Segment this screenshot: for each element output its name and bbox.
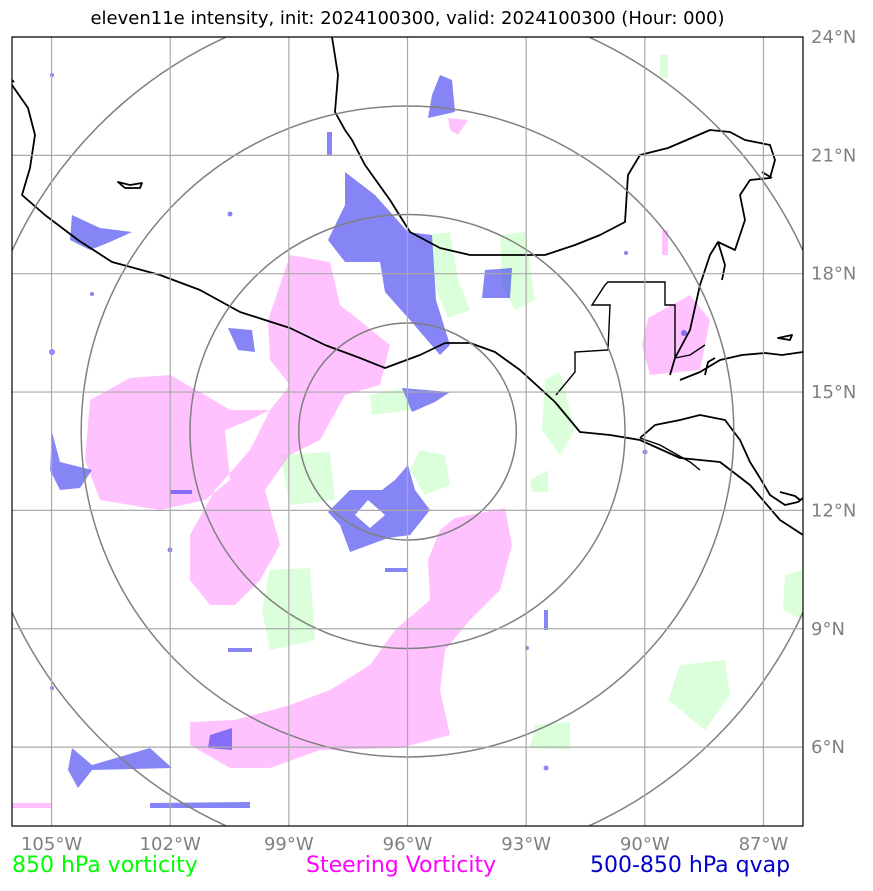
lon-tick-label: 90°W — [620, 834, 670, 855]
qvap-region — [624, 251, 628, 255]
vorticity-850-region — [410, 450, 450, 495]
lat-tick-label: 6°N — [811, 737, 845, 758]
island-small — [117, 181, 143, 189]
lat-tick-label: 12°N — [811, 500, 856, 521]
qvap-region — [327, 132, 332, 156]
vorticity-850-region — [542, 372, 575, 455]
qvap-region — [70, 215, 132, 250]
vorticity-850-layer — [262, 55, 803, 750]
border-guatemala-belize — [674, 344, 706, 359]
vorticity-850-region — [430, 232, 470, 318]
vorticity-850-region — [783, 570, 803, 620]
border-mexico-guatemala — [555, 281, 676, 396]
island-small — [777, 334, 793, 341]
coastline-nicaragua — [759, 477, 803, 506]
coastline-cuba — [679, 351, 803, 381]
qvap-region — [208, 728, 232, 750]
qvap-region — [402, 388, 450, 412]
qvap-region — [428, 75, 455, 118]
qvap-region — [228, 328, 255, 352]
vorticity-850-region — [280, 452, 335, 505]
coastline-gulf — [331, 37, 776, 376]
map-frame — [11, 36, 804, 827]
gridlines — [12, 36, 803, 826]
qvap-region — [227, 211, 233, 217]
vorticity-850-region — [668, 660, 730, 730]
longitude-labels: 105°W 102°W 99°W 96°W 93°W 90°W 87°W — [21, 834, 789, 855]
qvap-region — [482, 268, 512, 298]
qvap-region — [385, 568, 408, 572]
steering-vorticity-region — [190, 508, 512, 768]
coastlines — [12, 37, 803, 536]
steering-vorticity-region — [85, 255, 390, 605]
lon-tick-label: 99°W — [264, 834, 314, 855]
lon-tick-label: 93°W — [501, 834, 551, 855]
coastline-yucatan-east — [717, 241, 726, 281]
qvap-region — [328, 465, 430, 552]
legend-qvap: 500-850 hPa qvap — [590, 853, 791, 878]
vorticity-850-region — [370, 388, 412, 415]
lat-tick-label: 18°N — [811, 264, 856, 285]
steering-vorticity-region — [12, 803, 52, 808]
lat-tick-label: 15°N — [811, 382, 856, 403]
qvap-region — [68, 748, 172, 788]
legend-vorticity-850: 850 hPa vorticity — [12, 853, 198, 878]
lon-tick-label: 105°W — [21, 834, 82, 855]
vorticity-850-region — [660, 55, 668, 78]
coastline-honduras — [639, 414, 761, 479]
qvap-region — [228, 648, 252, 652]
lat-tick-label: 24°N — [811, 27, 856, 48]
steering-vorticity-region — [642, 295, 710, 375]
steering-vorticity-region — [662, 230, 668, 255]
qvap-region — [150, 802, 250, 808]
qvap-region — [328, 172, 450, 355]
qvap-region — [90, 292, 94, 296]
lon-tick-label: 102°W — [140, 834, 201, 855]
qvap-region — [544, 610, 548, 630]
qvap-layer — [49, 73, 687, 808]
qvap-region — [50, 432, 92, 490]
qvap-region — [543, 765, 549, 771]
steering-vorticity-region — [448, 118, 468, 135]
lat-tick-label: 21°N — [811, 145, 856, 166]
coastline-mexico-pacific — [12, 84, 803, 536]
vorticity-850-region — [530, 722, 570, 750]
borders — [555, 281, 706, 471]
vorticity-850-region — [530, 470, 548, 492]
border-central-america — [639, 437, 701, 471]
qvap-region — [681, 330, 687, 336]
legend-steering-vorticity: Steering Vorticity — [306, 853, 497, 878]
lon-tick-label: 96°W — [383, 834, 433, 855]
coastline-belize — [704, 357, 716, 376]
latitude-labels: 24°N 21°N 18°N 15°N 12°N 9°N 6°N — [811, 27, 856, 758]
chart-title: eleven11e intensity, init: 2024100300, v… — [90, 8, 725, 29]
lat-tick-label: 9°N — [811, 619, 845, 640]
lon-tick-label: 87°W — [739, 834, 789, 855]
qvap-region — [170, 490, 192, 494]
island-small — [779, 491, 801, 501]
